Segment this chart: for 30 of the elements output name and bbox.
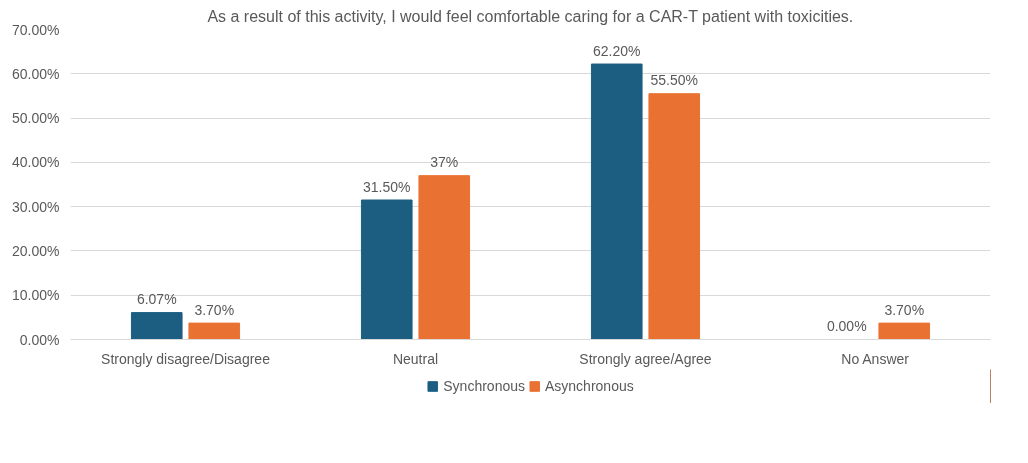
y-tick-label: 0.00% <box>19 331 60 348</box>
bar <box>360 199 413 340</box>
y-tick-label: 20.00% <box>12 242 60 259</box>
data-label: 31.50% <box>363 178 411 195</box>
x-tick-label: Strongly agree/Agree <box>579 350 712 367</box>
data-label: 6.07% <box>136 291 177 308</box>
bar <box>590 63 643 340</box>
y-tick-label: 70.00% <box>12 21 60 38</box>
bar <box>188 322 241 340</box>
chart-title: As a result of this activity, I would feel comfortable caring for a CAR-T patient with toxicities. <box>207 7 854 25</box>
x-tick-label: Neutral <box>392 350 439 367</box>
data-label: 3.70% <box>884 301 925 318</box>
y-tick-label: 60.00% <box>12 65 60 82</box>
data-label: 3.70% <box>194 301 235 318</box>
y-tick-label: 50.00% <box>12 110 60 127</box>
y-tick-label: 30.00% <box>12 198 60 215</box>
bar <box>418 175 471 340</box>
bar <box>878 322 931 340</box>
data-label: 62.20% <box>593 42 641 59</box>
bar <box>648 93 701 340</box>
x-tick-label: Strongly disagree/Disagree <box>101 350 271 367</box>
legend-label: Asynchronous <box>545 378 634 394</box>
data-label: 37% <box>430 154 459 171</box>
x-tick-label: No Answer <box>841 350 910 367</box>
legend-label: Synchronous <box>443 378 525 394</box>
y-tick-label: 10.00% <box>12 287 60 304</box>
data-label: 0.00% <box>826 318 867 335</box>
data-label: 55.50% <box>650 72 698 89</box>
y-tick-label: 40.00% <box>12 154 60 171</box>
bar <box>130 312 183 340</box>
